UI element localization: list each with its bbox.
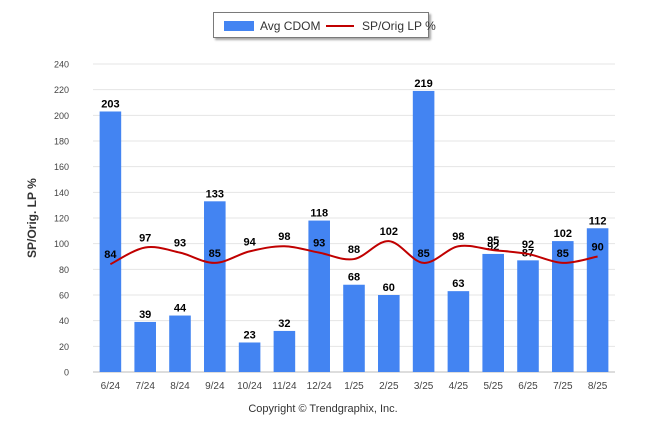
- line-data-label: 95: [487, 235, 499, 247]
- bar-data-label: 44: [174, 303, 187, 315]
- line-data-label: 97: [139, 233, 151, 245]
- x-tick-label: 11/24: [272, 381, 297, 392]
- line-data-label: 93: [313, 238, 325, 250]
- x-tick-label: 1/25: [344, 381, 364, 392]
- y-tick-label: 120: [54, 214, 69, 224]
- bar-data-label: 133: [206, 188, 224, 200]
- line-data-label: 92: [522, 239, 534, 251]
- bar-data-label: 112: [589, 215, 607, 227]
- y-tick-label: 100: [54, 239, 69, 249]
- bar-data-label: 102: [554, 228, 572, 240]
- line-data-label: 88: [348, 244, 360, 256]
- line-series-path: [109, 240, 598, 266]
- bar-data-label: 63: [452, 278, 464, 290]
- y-tick-label: 80: [59, 265, 69, 275]
- bar: [204, 201, 226, 372]
- legend: Avg CDOM SP/Orig LP %: [213, 12, 436, 38]
- bar: [343, 284, 365, 372]
- line-data-labels: 84 97 93 85 94 98 93 88 102 85 98 95 92 85 90: [104, 226, 603, 261]
- y-tick-label: 20: [59, 342, 69, 352]
- x-tick-label: 2/25: [379, 381, 399, 392]
- y-tick-label: 220: [54, 85, 69, 95]
- line-data-label: 85: [417, 248, 429, 260]
- x-tick-label: 7/24: [135, 381, 155, 392]
- legend-item-bar[interactable]: Avg CDOM: [224, 19, 320, 33]
- bar: [482, 253, 504, 372]
- bar: [447, 291, 470, 372]
- copyright-text: Copyright © Trendgraphix, Inc.: [248, 403, 398, 415]
- y-tick-labels: 0 20 40 60 80 100 120 140 160 180 200 220 240: [54, 60, 69, 378]
- line-data-label: 94: [243, 236, 256, 248]
- bar: [517, 260, 539, 372]
- bar: [134, 321, 156, 372]
- bar-data-label: 203: [101, 98, 119, 110]
- bar: [412, 90, 435, 372]
- line-data-label: 84: [104, 249, 117, 261]
- x-tick-label: 7/25: [553, 381, 573, 392]
- legend-line-swatch: [326, 25, 354, 27]
- line-data-label: 98: [278, 231, 290, 243]
- legend-bar-label: Avg CDOM: [260, 19, 321, 33]
- y-tick-label: 240: [54, 60, 69, 70]
- x-tick-label: 6/24: [101, 381, 121, 392]
- bar-data-label: 60: [383, 282, 395, 294]
- line-series: [109, 240, 598, 266]
- y-axis-label: SP/Orig. LP %: [25, 178, 39, 258]
- bar: [378, 295, 400, 372]
- bar-data-label: 219: [414, 78, 432, 90]
- bar: [99, 111, 122, 372]
- bar: [586, 228, 609, 372]
- bar-data-label: 118: [310, 208, 328, 220]
- x-tick-label: 12/24: [307, 381, 332, 392]
- y-tick-label: 0: [64, 368, 69, 378]
- y-tick-label: 200: [54, 111, 69, 121]
- bar-data-label: 32: [278, 318, 290, 330]
- y-tick-label: 160: [54, 162, 69, 172]
- x-tick-label: 3/25: [414, 381, 434, 392]
- line-data-label: 90: [591, 242, 603, 254]
- y-tick-label: 60: [59, 291, 69, 301]
- x-tick-label: 4/25: [449, 381, 469, 392]
- bar: [238, 342, 261, 372]
- line-data-label: 85: [557, 248, 569, 260]
- x-tick-label: 8/25: [588, 381, 608, 392]
- y-tick-label: 40: [59, 316, 69, 326]
- legend-bar-swatch: [224, 21, 254, 31]
- line-data-label: 93: [174, 238, 186, 250]
- line-data-label: 85: [209, 248, 221, 260]
- bar-series: [99, 90, 609, 372]
- bar: [169, 315, 191, 372]
- bar-data-label: 39: [139, 309, 151, 321]
- x-tick-labels: 6/24 7/24 8/24 9/24 10/24 11/24 12/24 1/25 2/25 3…: [101, 381, 608, 392]
- x-tick-label: 5/25: [483, 381, 503, 392]
- bar: [552, 241, 574, 372]
- legend-item-line[interactable]: SP/Orig LP %: [326, 19, 436, 33]
- bar-data-label: 68: [348, 272, 360, 284]
- x-tick-label: 9/24: [205, 381, 225, 392]
- legend-line-label: SP/Orig LP %: [362, 19, 436, 33]
- bar: [308, 220, 330, 372]
- x-tick-label: 6/25: [518, 381, 538, 392]
- bar: [273, 330, 296, 372]
- x-tick-label: 8/24: [170, 381, 190, 392]
- line-data-label: 102: [380, 226, 398, 238]
- x-tick-label: 10/24: [237, 381, 262, 392]
- y-tick-label: 180: [54, 137, 69, 147]
- y-tick-label: 140: [54, 188, 69, 198]
- bar-data-label: 23: [243, 329, 255, 341]
- line-data-label: 98: [452, 231, 464, 243]
